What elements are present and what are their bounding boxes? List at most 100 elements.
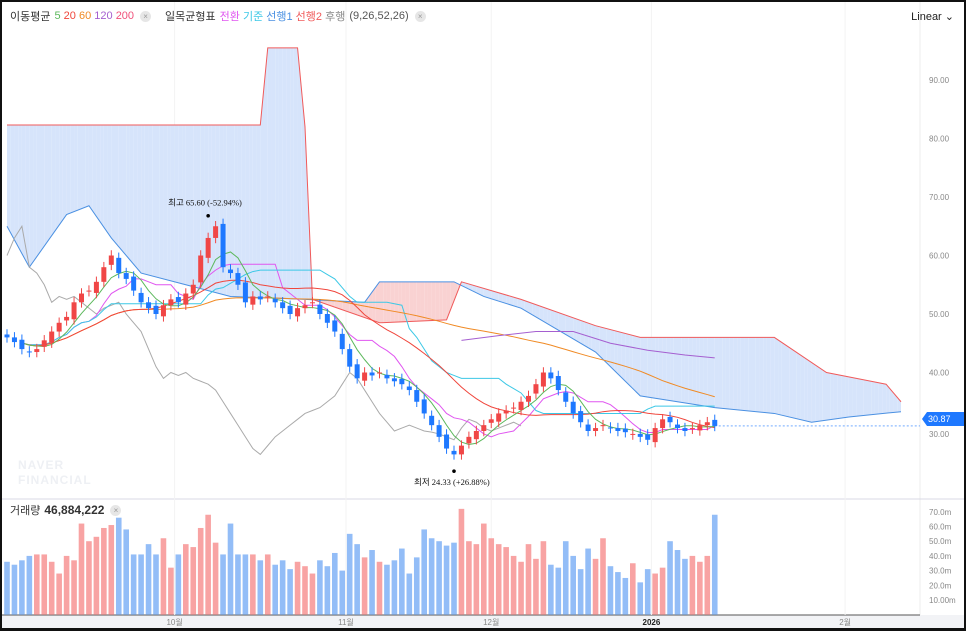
ichimoku-cloud	[431, 281, 436, 321]
volume-bar	[466, 541, 472, 615]
volume-bar	[220, 554, 226, 615]
remove-volume-icon[interactable]: ×	[110, 504, 122, 516]
volume-bar	[34, 554, 40, 615]
ichimoku-cloud	[215, 125, 220, 294]
ichimoku-cloud	[792, 349, 797, 419]
ichimoku-cloud	[390, 281, 395, 323]
ichimoku-cloud	[66, 125, 71, 215]
ichimoku-cloud	[729, 337, 734, 410]
ma-period-200: 200	[115, 10, 135, 22]
volume-tick: 70.0m	[929, 508, 952, 517]
candle-body	[458, 445, 464, 455]
volume-bar	[287, 569, 293, 615]
ichimoku-cloud	[543, 307, 548, 324]
scale-mode-dropdown[interactable]: Linear ⌄	[911, 11, 954, 23]
volume-bar	[235, 554, 241, 615]
ichimoku-cloud	[491, 290, 495, 300]
ichimoku-cloud	[770, 337, 775, 414]
candle-body	[548, 372, 554, 379]
ichimoku-cloud	[81, 125, 86, 209]
ichimoku-cloud	[807, 359, 812, 423]
volume-bar	[168, 567, 174, 615]
volume-bar	[652, 573, 658, 615]
volume-bar	[585, 548, 591, 615]
volume-bar	[324, 566, 331, 615]
volume-bar	[600, 538, 606, 615]
senkou-span-a-line	[6, 205, 902, 423]
ichimoku-cloud	[562, 313, 566, 335]
ichimoku-cloud	[599, 326, 603, 360]
ichimoku-cloud	[800, 354, 805, 421]
ichimoku-cloud	[524, 300, 529, 313]
remove-ma-icon[interactable]: ×	[140, 10, 152, 22]
ichimoku-cloud	[535, 304, 540, 320]
ichimoku-cloud	[25, 125, 30, 268]
candle-body	[93, 281, 99, 293]
ichimoku-cloud	[603, 327, 607, 363]
volume-bar	[540, 541, 547, 615]
ichimoku-cloud	[129, 125, 134, 265]
ichimoku-cloud	[509, 296, 514, 306]
time-label: 10월	[166, 617, 182, 627]
candle-body	[429, 415, 435, 426]
candle-body	[563, 392, 569, 402]
ichimoku-cloud	[174, 125, 179, 283]
volume-bar	[71, 560, 77, 615]
candle-body	[645, 434, 651, 440]
volume-bar	[615, 572, 621, 615]
volume-bar	[697, 561, 703, 615]
ichimoku-cloud	[789, 347, 793, 418]
candle-body	[391, 378, 397, 382]
volume-bar	[481, 523, 487, 615]
ichimoku-cloud	[532, 303, 536, 317]
ichimoku-cloud	[848, 376, 853, 417]
remove-ichimoku-icon[interactable]: ×	[414, 10, 426, 22]
candle-body	[652, 428, 658, 443]
ichimoku-item: 전환	[219, 11, 243, 23]
ichimoku-cloud	[338, 301, 343, 310]
volume-bar	[242, 554, 249, 615]
ichimoku-cloud	[845, 376, 849, 418]
ichimoku-cloud	[666, 337, 671, 401]
time-label: 12월	[483, 617, 499, 627]
candle-body	[488, 419, 494, 423]
candle-body	[309, 302, 315, 304]
volume-bar	[399, 548, 405, 615]
low-annotation: 최저 24.33 (+26.88%)	[414, 477, 490, 487]
volume-bar	[451, 542, 457, 615]
ichimoku-cloud	[744, 337, 749, 411]
ichimoku-cloud	[144, 125, 149, 275]
candle-body	[146, 302, 152, 309]
volume-bar	[570, 555, 576, 615]
price-tick: 40.00	[929, 369, 950, 378]
candle-body	[660, 419, 666, 429]
volume-bar	[443, 545, 450, 615]
volume-bar	[495, 544, 502, 615]
ma-label: 이동평균	[10, 11, 51, 23]
candle-body	[205, 237, 211, 258]
ma-period-5: 5	[54, 10, 64, 22]
candle-body	[64, 316, 70, 321]
ichimoku-item: 선행2	[295, 11, 326, 23]
ichimoku-cloud	[733, 337, 738, 410]
ichimoku-cloud	[819, 367, 823, 422]
ichimoku-cloud	[699, 337, 704, 406]
candle-body	[704, 422, 710, 426]
ichimoku-cloud	[856, 378, 861, 417]
ichimoku-cloud	[677, 337, 682, 403]
ichimoku-cloud	[580, 320, 585, 346]
ichimoku-cloud	[435, 281, 440, 321]
ichimoku-cloud	[454, 281, 458, 301]
ichimoku-cloud	[889, 388, 894, 413]
ichimoku-cloud	[249, 125, 253, 298]
current-price-tag: 30.87	[922, 412, 964, 426]
ichimoku-cloud	[282, 47, 287, 299]
ichimoku-cloud	[234, 125, 238, 297]
price-tick: 90.00	[929, 76, 950, 85]
ma-period-120: 120	[94, 10, 116, 22]
ichimoku-cloud	[301, 87, 305, 300]
volume-bar	[548, 564, 554, 615]
ichimoku-cloud	[36, 125, 41, 257]
